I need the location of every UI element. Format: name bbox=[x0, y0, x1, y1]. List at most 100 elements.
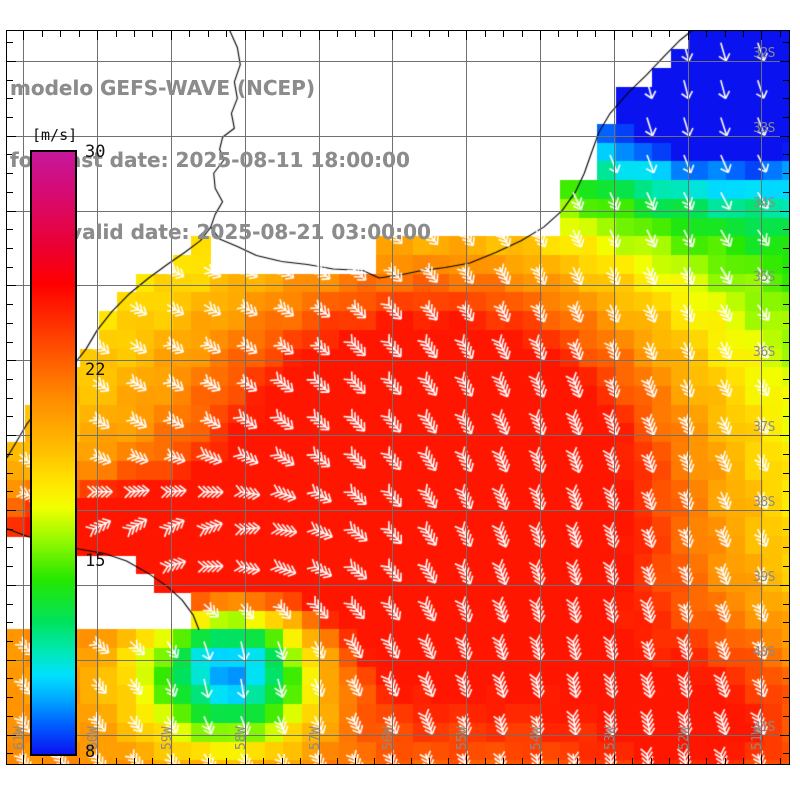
axis-tick bbox=[282, 31, 283, 37]
axis-tick bbox=[706, 758, 707, 764]
axis-tick bbox=[448, 758, 449, 764]
axis-tick bbox=[337, 758, 338, 764]
axis-tick bbox=[780, 758, 781, 764]
axis-tick bbox=[783, 697, 789, 698]
axis-tick bbox=[466, 31, 467, 40]
axis-tick bbox=[743, 758, 744, 764]
axis-tick bbox=[7, 379, 13, 380]
title-block: modelo GEFS-WAVE (NCEP) forecast date: 2… bbox=[10, 28, 490, 292]
axis-tick bbox=[780, 585, 789, 586]
axis-tick bbox=[669, 758, 670, 764]
axis-tick bbox=[97, 31, 98, 40]
axis-tick bbox=[7, 547, 13, 548]
axis-tick bbox=[7, 267, 13, 268]
model-title: modelo GEFS-WAVE (NCEP) bbox=[10, 76, 315, 100]
axis-tick bbox=[7, 510, 16, 511]
axis-tick bbox=[783, 267, 789, 268]
axis-tick bbox=[7, 454, 13, 455]
latitude-label: 33S bbox=[753, 121, 775, 136]
axis-tick bbox=[189, 31, 190, 37]
axis-tick bbox=[780, 360, 789, 361]
axis-tick bbox=[7, 154, 13, 155]
axis-tick bbox=[761, 755, 762, 764]
axis-tick bbox=[783, 529, 789, 530]
axis-tick bbox=[429, 31, 430, 37]
axis-tick bbox=[42, 31, 43, 37]
axis-tick bbox=[783, 173, 789, 174]
axis-tick bbox=[7, 117, 13, 118]
axis-ticks-right bbox=[780, 31, 789, 764]
axis-tick bbox=[669, 31, 670, 37]
axis-tick bbox=[783, 323, 789, 324]
gridline-lat bbox=[7, 585, 789, 586]
axis-ticks-top bbox=[7, 31, 789, 40]
axis-tick bbox=[7, 285, 16, 286]
axis-tick bbox=[189, 758, 190, 764]
axis-tick bbox=[300, 31, 301, 37]
longitude-label: 58W bbox=[234, 726, 249, 750]
axis-tick bbox=[7, 622, 13, 623]
axis-tick bbox=[319, 31, 320, 40]
axis-tick bbox=[780, 735, 789, 736]
axis-tick bbox=[783, 42, 789, 43]
axis-tick bbox=[783, 117, 789, 118]
gridline-lon bbox=[392, 31, 393, 764]
axis-tick bbox=[23, 31, 24, 40]
colorbar-tick: 22 bbox=[85, 360, 106, 381]
colorbar-tick: 8 bbox=[85, 742, 96, 762]
colorbar-tick: 15 bbox=[85, 551, 106, 572]
axis-tick bbox=[688, 31, 689, 40]
colorbar-units: [m/s] bbox=[32, 126, 78, 144]
axis-tick bbox=[7, 173, 13, 174]
axis-tick bbox=[783, 473, 789, 474]
axis-tick bbox=[374, 31, 375, 37]
axis-tick bbox=[485, 31, 486, 37]
gridline-lat bbox=[7, 660, 789, 661]
gridline-lon bbox=[540, 31, 541, 764]
axis-tick bbox=[42, 758, 43, 764]
axis-tick bbox=[503, 31, 504, 37]
gridline-lat bbox=[7, 136, 789, 137]
axis-tick bbox=[7, 61, 16, 62]
axis-tick bbox=[263, 758, 264, 764]
axis-tick bbox=[7, 753, 13, 754]
axis-tick bbox=[7, 566, 13, 567]
axis-tick bbox=[783, 229, 789, 230]
latitude-label: 38S bbox=[753, 495, 775, 510]
gridline-lat bbox=[7, 285, 789, 286]
latitude-label: 39S bbox=[753, 570, 775, 585]
gridline-lon bbox=[466, 31, 467, 764]
axis-tick bbox=[7, 491, 13, 492]
gridline-lat bbox=[7, 61, 789, 62]
axis-tick bbox=[743, 31, 744, 37]
axis-tick bbox=[7, 641, 13, 642]
axis-tick bbox=[614, 31, 615, 40]
axis-tick bbox=[783, 753, 789, 754]
latitude-label: 34S bbox=[753, 196, 775, 211]
axis-tick bbox=[171, 755, 172, 764]
axis-tick bbox=[282, 758, 283, 764]
axis-tick bbox=[780, 435, 789, 436]
latitude-label: 35S bbox=[753, 270, 775, 285]
axis-tick bbox=[783, 604, 789, 605]
axis-tick bbox=[522, 31, 523, 37]
axis-tick bbox=[7, 473, 13, 474]
axis-tick bbox=[688, 755, 689, 764]
axis-tick bbox=[79, 758, 80, 764]
axis-tick bbox=[97, 755, 98, 764]
gridline-lon bbox=[614, 31, 615, 764]
axis-tick bbox=[485, 758, 486, 764]
gridline-lat bbox=[7, 435, 789, 436]
gridline-lon bbox=[97, 31, 98, 764]
longitude-label: 59W bbox=[160, 726, 175, 750]
axis-tick bbox=[7, 585, 16, 586]
axis-tick bbox=[337, 31, 338, 37]
axis-tick bbox=[783, 622, 789, 623]
axis-tick bbox=[392, 755, 393, 764]
axis-tick bbox=[614, 755, 615, 764]
latitude-label: 41S bbox=[753, 720, 775, 735]
axis-tick bbox=[7, 360, 16, 361]
axis-tick bbox=[7, 211, 16, 212]
axis-tick bbox=[7, 716, 13, 717]
